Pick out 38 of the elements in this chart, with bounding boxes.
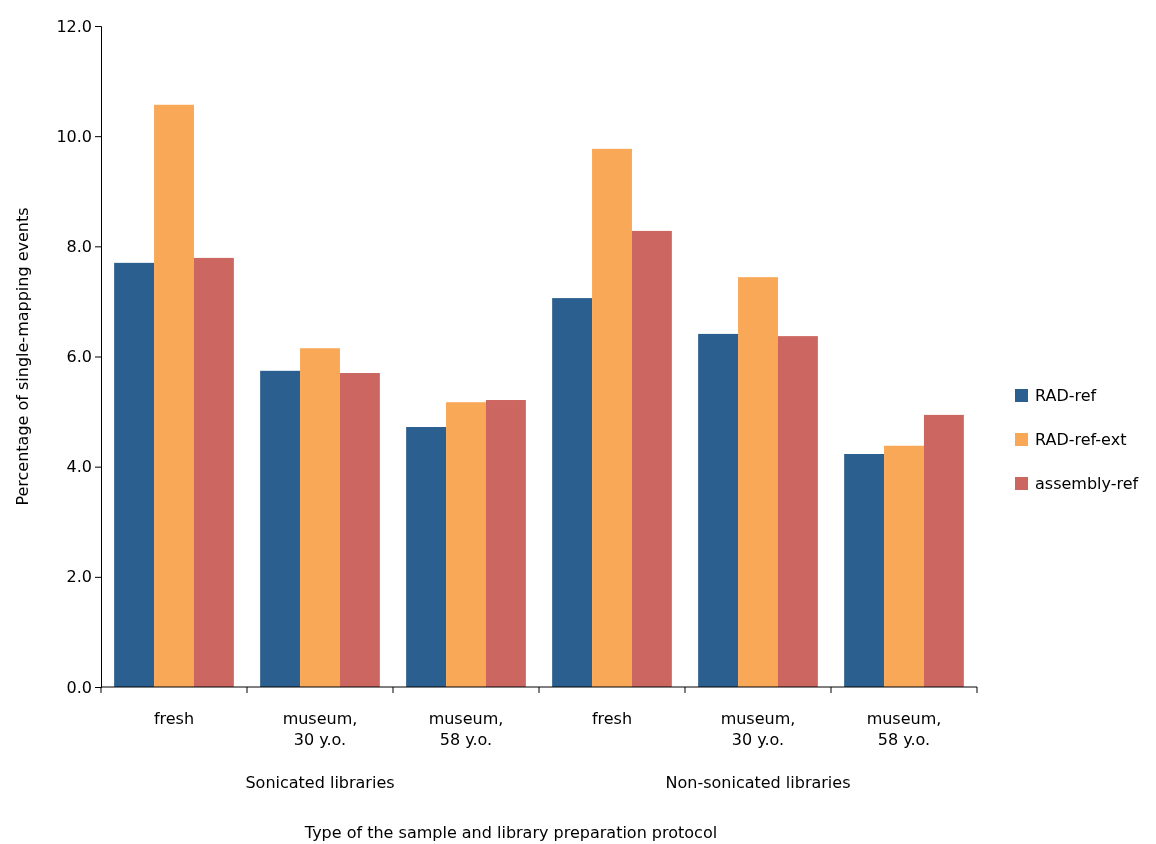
text: Non-sonicated libraries xyxy=(665,773,851,792)
y-tick-label: 12.0 xyxy=(56,16,92,36)
x-axis-title: Type of the sample and library preparation protocol xyxy=(303,823,718,842)
legend-label: RAD-ref xyxy=(1035,386,1097,405)
bar xyxy=(738,277,778,687)
bar xyxy=(777,336,818,687)
y-tick-label: 6.0 xyxy=(66,347,92,367)
y-tick-label: 2.0 xyxy=(66,567,92,587)
y-axis-title: Percentage of single-mapping events xyxy=(13,207,32,506)
y-tick-label: 4.0 xyxy=(66,457,92,477)
bar xyxy=(260,370,301,687)
legend-label: RAD-ref-ext xyxy=(1035,430,1127,449)
bar xyxy=(339,373,380,687)
bar xyxy=(446,402,486,687)
bar xyxy=(406,427,447,687)
x-tick-label: fresh xyxy=(591,709,633,728)
x-tick-label: museum, 30 y.o. xyxy=(720,709,796,749)
y-tick-label: 8.0 xyxy=(66,236,92,256)
x-tick-label: museum, 58 y.o. xyxy=(428,709,504,749)
bar xyxy=(114,262,155,687)
bar xyxy=(923,414,964,687)
bar xyxy=(193,257,234,687)
x-tick-label: museum, 30 y.o. xyxy=(282,709,358,749)
bar xyxy=(631,230,672,687)
bar xyxy=(485,400,526,687)
y-tick-label: 10.0 xyxy=(56,126,92,146)
bar xyxy=(844,454,885,687)
bar xyxy=(552,298,593,687)
text: Sonicated libraries xyxy=(245,773,395,792)
x-tick-label: museum, 58 y.o. xyxy=(866,709,942,749)
bar xyxy=(154,104,194,687)
bar xyxy=(592,148,632,687)
bar xyxy=(698,333,739,687)
legend-label: assembly-ref xyxy=(1035,474,1139,493)
y-tick-label: 0.0 xyxy=(66,677,92,697)
bar xyxy=(300,348,340,687)
x-tick-label: fresh xyxy=(153,709,195,728)
bar xyxy=(884,445,924,687)
